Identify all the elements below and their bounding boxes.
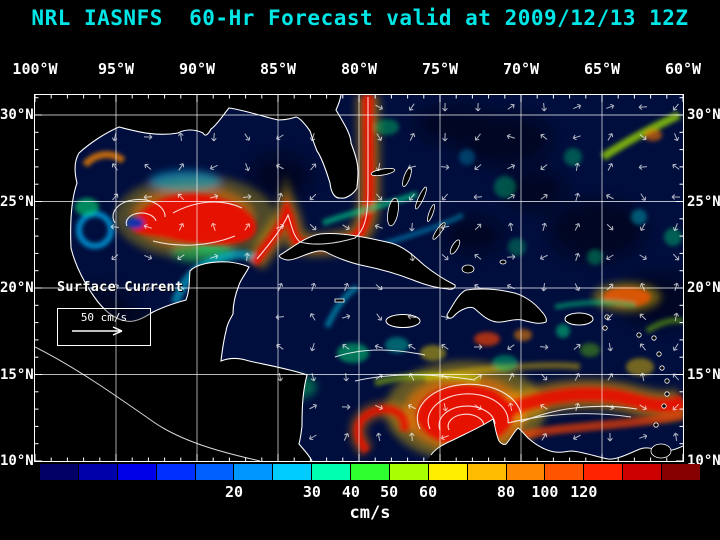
colorbar-tick-label: 80 (496, 483, 515, 501)
lon-tick-label: 80°W (340, 60, 378, 78)
colorbar-segment (156, 464, 195, 480)
colorbar-tick-label: 60 (419, 483, 438, 501)
colorbar-tick-label: 100 (531, 483, 559, 501)
colorbar-scale: 20 30 40 50 60 80 100 120 (40, 483, 700, 501)
island-chain (370, 167, 672, 459)
colorbar-tick-label: 40 (341, 483, 360, 501)
lon-tick-label: 100°W (12, 60, 58, 78)
graticule-grid (35, 95, 683, 461)
lat-tick-label: 20°N (687, 280, 720, 296)
lat-tick-label: 25°N (0, 193, 34, 210)
page-title: NRL IASNFS 60-Hr Forecast valid at 2009/… (31, 6, 689, 30)
legend-title: Surface Current (57, 279, 184, 295)
colorbar (40, 464, 700, 480)
colorbar-segment (117, 464, 156, 480)
scale-arrow-icon (72, 326, 123, 336)
colorbar-segment (389, 464, 428, 480)
colorbar-segment (506, 464, 545, 480)
lat-tick-label: 20°N (0, 280, 34, 296)
lat-tick-label: 15°N (0, 366, 34, 383)
lat-tick-label: 30°N (0, 107, 34, 123)
lon-tick-label: 70°W (502, 60, 540, 78)
lon-tick-label: 75°W (421, 60, 459, 78)
lon-tick-label: 90°W (178, 60, 216, 78)
lat-tick-label: 25°N (687, 193, 720, 210)
lon-tick-label: 65°W (583, 60, 621, 78)
colorbar-segment (545, 464, 584, 480)
streamlines (112, 97, 638, 431)
colorbar-segment (312, 464, 350, 480)
lon-tick-label: 85°W (259, 60, 297, 78)
lat-tick-label: 30°N (687, 107, 720, 123)
colorbar-tick-label: 50 (380, 483, 399, 501)
colorbar-tick-label: 30 (302, 483, 321, 501)
lon-tick-label: 60°W (664, 60, 702, 78)
lat-tick-label: 10°N (0, 453, 34, 469)
colorbar-segment (584, 464, 623, 480)
current-vector-arrows (110, 102, 681, 442)
colorbar-segment (428, 464, 467, 480)
colorbar-segment (195, 464, 234, 480)
axis-ticks (35, 95, 683, 461)
colorbar-segment (78, 464, 117, 480)
scale-label: 50 cm/s (80, 311, 128, 324)
map-legend: Surface Current 50 cm/s (57, 279, 183, 346)
colorbar-segment (273, 464, 312, 480)
colorbar-unit: cm/s (349, 503, 391, 523)
lon-tick-label: 95°W (97, 60, 135, 78)
map-frame: Surface Current 50 cm/s (34, 94, 684, 462)
colorbar-segment (623, 464, 661, 480)
colorbar-tick-label: 20 (225, 483, 244, 501)
colorbar-segment (662, 464, 700, 480)
colorbar-segment (467, 464, 506, 480)
lat-tick-label: 15°N (687, 366, 720, 383)
colorbar-segment (234, 464, 273, 480)
scale-box: 50 cm/s (57, 308, 151, 346)
colorbar-segment (40, 464, 78, 480)
surface-current-map (35, 95, 683, 461)
colorbar-segment (351, 464, 389, 480)
colorbar-tick-label: 120 (570, 483, 598, 501)
